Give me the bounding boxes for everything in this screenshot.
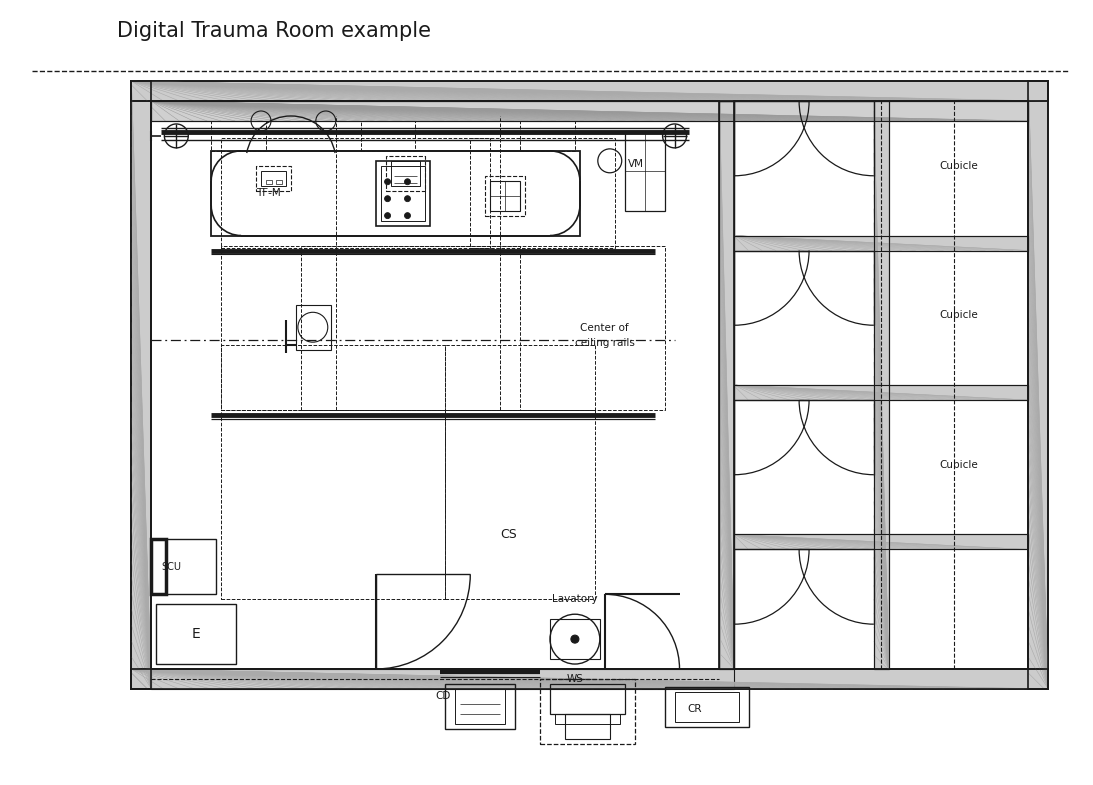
- Circle shape: [385, 213, 390, 218]
- Bar: [131, 81, 152, 689]
- Bar: [734, 101, 1029, 669]
- Bar: [152, 101, 1029, 121]
- Bar: [734, 535, 1029, 550]
- Bar: [734, 535, 1029, 550]
- Circle shape: [404, 213, 411, 218]
- Bar: [256, 166, 291, 191]
- Bar: [490, 181, 520, 210]
- Bar: [734, 236, 1029, 250]
- Text: Lavatory: Lavatory: [552, 594, 598, 604]
- Bar: [674, 692, 739, 722]
- Bar: [565, 714, 610, 739]
- Bar: [873, 101, 889, 669]
- Bar: [156, 604, 236, 664]
- Text: SCU: SCU: [162, 562, 181, 572]
- Bar: [470, 138, 614, 247]
- Bar: [296, 305, 331, 350]
- Text: Center of: Center of: [580, 323, 628, 333]
- Text: WS: WS: [566, 674, 584, 684]
- Circle shape: [404, 195, 411, 202]
- Text: Cubicle: Cubicle: [939, 310, 978, 320]
- Bar: [555, 714, 620, 724]
- Bar: [131, 81, 1048, 101]
- Bar: [221, 410, 445, 599]
- Bar: [152, 539, 216, 594]
- Bar: [1029, 81, 1048, 689]
- Text: ceiling rails: ceiling rails: [575, 338, 635, 349]
- Bar: [131, 81, 152, 689]
- Bar: [376, 161, 431, 225]
- Bar: [380, 166, 425, 221]
- Bar: [734, 385, 1029, 400]
- Bar: [131, 669, 1048, 689]
- Bar: [152, 669, 734, 689]
- Bar: [445, 684, 515, 728]
- Text: CR: CR: [687, 704, 702, 714]
- Text: VM: VM: [627, 159, 644, 169]
- Bar: [152, 101, 719, 669]
- Bar: [445, 410, 595, 599]
- Bar: [719, 101, 734, 669]
- Bar: [390, 161, 421, 186]
- Bar: [719, 101, 734, 669]
- Bar: [275, 180, 282, 184]
- Circle shape: [385, 195, 390, 202]
- Bar: [301, 246, 520, 410]
- Bar: [625, 131, 665, 210]
- Bar: [131, 81, 1048, 101]
- Circle shape: [404, 179, 411, 184]
- Bar: [221, 345, 445, 410]
- Text: Cubicle: Cubicle: [939, 161, 978, 171]
- Bar: [665, 687, 750, 727]
- Bar: [485, 176, 525, 216]
- Bar: [266, 180, 272, 184]
- Bar: [456, 689, 505, 724]
- Bar: [221, 138, 490, 247]
- Bar: [445, 345, 595, 410]
- Bar: [386, 156, 425, 191]
- Text: Cubicle: Cubicle: [939, 460, 978, 469]
- Bar: [211, 151, 580, 236]
- Circle shape: [571, 635, 579, 643]
- Bar: [221, 246, 665, 410]
- Bar: [152, 539, 166, 594]
- Bar: [550, 619, 600, 659]
- Text: CD: CD: [435, 691, 450, 701]
- Circle shape: [385, 179, 390, 184]
- Text: TF-M: TF-M: [256, 188, 281, 198]
- Bar: [1029, 81, 1048, 689]
- Bar: [873, 101, 889, 669]
- Text: CS: CS: [501, 528, 517, 541]
- Bar: [550, 684, 625, 714]
- Bar: [734, 385, 1029, 400]
- Bar: [211, 121, 266, 151]
- Bar: [152, 101, 1029, 121]
- Bar: [520, 121, 575, 151]
- Bar: [540, 679, 635, 743]
- Bar: [131, 669, 1048, 689]
- Bar: [261, 171, 286, 186]
- Text: Digital Trauma Room example: Digital Trauma Room example: [117, 21, 431, 42]
- Bar: [361, 121, 415, 151]
- Text: E: E: [192, 627, 201, 641]
- Bar: [734, 236, 1029, 250]
